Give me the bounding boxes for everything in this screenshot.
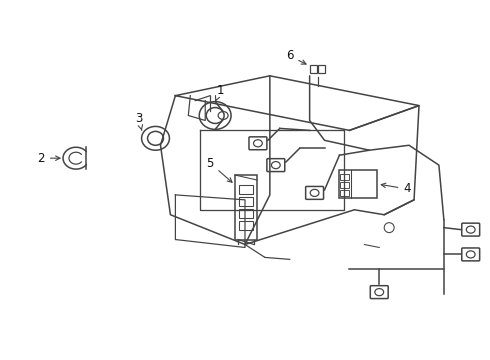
Bar (310, 65, 317, 73)
Bar (235, 175, 257, 239)
Bar (239, 185, 253, 194)
Text: 6: 6 (286, 49, 306, 64)
Text: 2: 2 (37, 152, 60, 165)
Bar (239, 209, 253, 218)
Bar (341, 182, 349, 188)
Text: 3: 3 (135, 112, 143, 130)
Text: 4: 4 (381, 183, 411, 195)
Text: 5: 5 (206, 157, 232, 182)
Bar (340, 170, 377, 198)
Bar (341, 190, 349, 196)
Bar (239, 197, 253, 206)
Bar (239, 221, 253, 230)
Bar (318, 65, 325, 73)
Text: 1: 1 (216, 84, 224, 100)
Bar (341, 174, 349, 180)
